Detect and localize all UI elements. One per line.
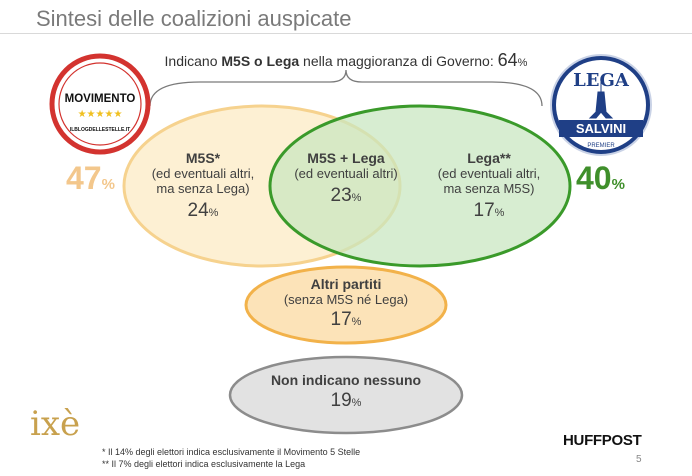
both-sub1: (ed eventuali altri)	[294, 166, 398, 181]
movimento-logo-text: MOVIMENTO	[65, 93, 136, 105]
lega-sub2: ma senza M5S)	[443, 181, 535, 196]
alberto-figure-icon	[588, 82, 614, 119]
m5s-label-group: M5S* (ed eventuali altri, ma senza Lega)…	[138, 150, 268, 222]
lega-logo-sub: PREMIER	[587, 143, 615, 149]
lega-logo-name: SALVINI	[576, 121, 626, 136]
huffpost-logo: HUFFPOST	[563, 432, 642, 449]
footnotes: * Il 14% degli elettori indica esclusiva…	[102, 446, 360, 470]
ixe-logo: ixè	[30, 404, 81, 444]
page-title: Sintesi delle coalizioni auspicate	[36, 6, 352, 31]
both-value: 23%	[330, 185, 362, 206]
top-caption: Indicano M5S o Lega nella maggioranza di…	[0, 50, 692, 71]
caption-unit: %	[517, 57, 528, 69]
m5s-value: 24%	[187, 200, 219, 221]
both-label-group: M5S + Lega (ed eventuali altri) 23%	[281, 150, 411, 207]
both-label: M5S + Lega	[307, 150, 385, 166]
lega-value: 17%	[473, 200, 505, 221]
lega-label-group: Lega** (ed eventuali altri, ma senza M5S…	[424, 150, 554, 222]
nessuno-label: Non indicano nessuno	[270, 372, 422, 388]
footnote-2: ** Il 7% degli elettori indica esclusiva…	[102, 459, 306, 469]
caption-pre: Indicano	[164, 53, 222, 69]
lega-sub1: (ed eventuali altri,	[437, 166, 541, 181]
lega-logo-top: LEGA	[573, 70, 630, 91]
brace-shape	[149, 69, 543, 107]
lega-logo: LEGA SALVINI PREMIER	[550, 54, 652, 156]
altri-label: Altri partiti	[310, 276, 382, 292]
altri-ellipse	[244, 265, 448, 345]
m5s-sub2: ma senza Lega)	[156, 181, 250, 196]
lega-ellipse	[268, 104, 572, 268]
caption-value: 64	[497, 50, 518, 70]
m5s-label: M5S*	[185, 150, 221, 166]
movimento-logo: MOVIMENTO ★★★★★ ILBLOGDELLESTELLE.IT	[49, 53, 151, 155]
lega-label: Lega**	[467, 150, 511, 166]
m5s-sub1: (ed eventuali altri,	[151, 166, 255, 181]
nessuno-label-group: Non indicano nessuno 19%	[246, 372, 446, 412]
altri-sub1: (senza M5S né Lega)	[283, 292, 409, 307]
caption-bold: M5S o Lega	[221, 53, 300, 69]
lega-total: 40%	[576, 160, 625, 196]
altri-value: 17%	[330, 309, 362, 330]
movimento-logo-arc: ILBLOGDELLESTELLE.IT	[70, 127, 130, 133]
footnote-1: * Il 14% degli elettori indica esclusiva…	[102, 447, 361, 457]
nessuno-ellipse	[228, 355, 464, 435]
page-number: 5	[636, 454, 642, 465]
m5s-total: 47%	[66, 160, 115, 196]
movimento-logo-stars: ★★★★★	[78, 109, 123, 120]
nessuno-value: 19%	[330, 390, 362, 411]
title-divider	[0, 33, 692, 34]
altri-label-group: Altri partiti (senza M5S né Lega) 17%	[266, 276, 426, 331]
caption-post: nella maggioranza di Governo:	[299, 53, 498, 69]
